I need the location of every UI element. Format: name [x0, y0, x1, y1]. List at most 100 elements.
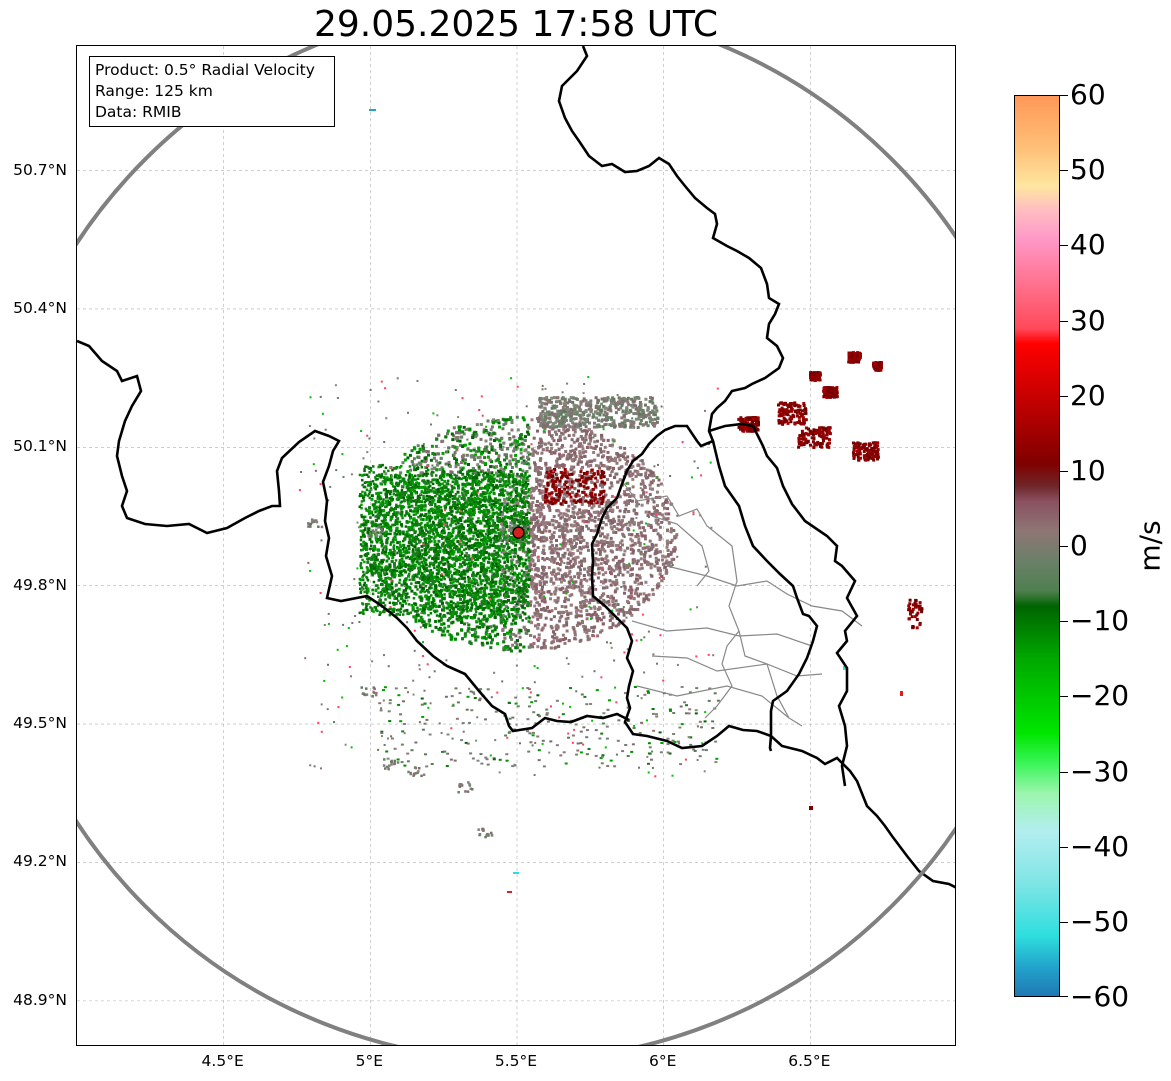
velocity-echo-cell	[626, 570, 630, 574]
velocity-echo-cell	[464, 543, 468, 547]
velocity-echo-cell	[538, 574, 542, 578]
velocity-echo-cell	[382, 476, 386, 480]
velocity-echo-cell	[390, 551, 394, 555]
velocity-echo-cell	[416, 556, 419, 560]
velocity-echo-cell	[525, 484, 529, 488]
velocity-echo-cell	[563, 544, 567, 548]
velocity-echo-cell	[622, 534, 626, 538]
velocity-echo-cell	[584, 432, 588, 436]
velocity-echo-cell	[383, 477, 387, 481]
velocity-echo-cell	[608, 626, 612, 630]
velocity-echo-cell	[453, 457, 457, 460]
velocity-echo-cell	[538, 515, 542, 519]
velocity-echo-cell	[472, 455, 476, 458]
velocity-echo-cell	[552, 439, 556, 443]
velocity-echo-cell	[553, 590, 557, 594]
velocity-echo-cell	[446, 618, 450, 622]
velocity-echo-cell	[553, 632, 557, 636]
velocity-echo-cell	[552, 615, 556, 619]
velocity-echo-cell	[425, 597, 429, 601]
velocity-echo-cell	[541, 551, 545, 555]
velocity-echo-cell	[558, 435, 562, 438]
velocity-echo-cell	[534, 450, 538, 454]
velocity-echo-cell	[501, 614, 505, 617]
velocity-echo-cell	[523, 479, 527, 483]
velocity-echo-cell	[650, 474, 654, 478]
velocity-echo-cell	[634, 588, 638, 592]
velocity-echo-cell	[541, 626, 545, 630]
velocity-echo-cell	[399, 565, 403, 569]
velocity-echo-cell	[369, 563, 373, 567]
velocity-echo-cell	[592, 504, 596, 508]
velocity-echo-cell	[559, 516, 563, 520]
velocity-echo-cell	[633, 469, 637, 473]
velocity-echo-cell	[531, 451, 535, 455]
velocity-echo-cell	[542, 607, 546, 610]
velocity-echo-cell	[527, 645, 531, 649]
velocity-echo-cell	[504, 421, 508, 425]
velocity-echo-cell	[609, 481, 613, 485]
velocity-echo-cell	[595, 480, 599, 484]
velocity-echo-cell	[577, 614, 581, 618]
velocity-echo-cell	[524, 435, 527, 439]
radar-map[interactable]	[76, 45, 956, 1046]
velocity-echo-cell	[509, 635, 512, 639]
velocity-echo-cell	[628, 523, 632, 527]
velocity-echo-cell	[628, 520, 631, 524]
velocity-echo-cell	[476, 554, 479, 558]
velocity-echo-cell	[601, 612, 605, 615]
velocity-echo-cell	[549, 597, 552, 601]
velocity-echo-cell	[636, 473, 640, 477]
velocity-echo-cell	[379, 512, 383, 516]
velocity-echo-cell	[471, 478, 475, 482]
velocity-echo-cell	[618, 541, 622, 545]
velocity-echo-cell	[560, 445, 564, 449]
map-title: 29.05.2025 17:58 UTC	[313, 4, 719, 45]
velocity-echo-cell	[444, 573, 448, 577]
velocity-echo-cell	[435, 545, 439, 549]
velocity-echo-cell	[384, 530, 388, 534]
velocity-echo-cell	[610, 484, 614, 488]
velocity-echo-cell	[632, 456, 636, 460]
velocity-echo-cell	[522, 573, 526, 577]
velocity-echo-cell	[570, 482, 574, 486]
velocity-echo-cell	[457, 570, 461, 573]
velocity-echo-cell	[459, 518, 463, 522]
velocity-echo-cell	[552, 560, 556, 564]
velocity-echo-cell	[577, 585, 581, 589]
velocity-echo-cell	[465, 482, 469, 486]
velocity-echo-cell	[485, 551, 489, 555]
velocity-echo-cell	[461, 459, 465, 463]
velocity-echo-cell	[639, 467, 643, 471]
velocity-echo-cell	[631, 551, 635, 555]
velocity-echo-cell	[553, 526, 557, 530]
velocity-echo-cell	[598, 550, 602, 553]
velocity-echo-cell	[516, 524, 520, 528]
velocity-echo-cell	[597, 530, 601, 534]
velocity-echo-cell	[610, 568, 614, 572]
velocity-echo-cell	[589, 470, 593, 474]
velocity-echo-cell	[605, 536, 609, 540]
velocity-echo-cell	[568, 582, 572, 586]
velocity-echo-cell	[549, 452, 553, 456]
velocity-echo-cell	[538, 445, 542, 449]
velocity-echo-cell	[563, 436, 567, 440]
velocity-echo-cell	[557, 513, 561, 517]
velocity-echo-cell	[460, 550, 464, 554]
velocity-echo-cell	[544, 475, 548, 479]
velocity-echo-cell	[498, 470, 502, 474]
velocity-echo-cell	[621, 608, 625, 612]
velocity-echo-cell	[585, 446, 589, 449]
velocity-echo-cell	[555, 495, 559, 499]
velocity-echo-cell	[413, 489, 416, 493]
velocity-echo-cell	[463, 634, 467, 638]
velocity-echo-cell	[459, 562, 462, 566]
velocity-echo-cell	[612, 569, 616, 573]
velocity-echo-cell	[618, 566, 622, 570]
velocity-echo-cell	[475, 605, 479, 609]
velocity-echo-cell	[655, 548, 659, 552]
velocity-echo-cell	[578, 622, 582, 626]
velocity-echo-cell	[498, 548, 502, 551]
velocity-echo-cell	[370, 540, 374, 544]
velocity-echo-cell	[530, 486, 534, 490]
